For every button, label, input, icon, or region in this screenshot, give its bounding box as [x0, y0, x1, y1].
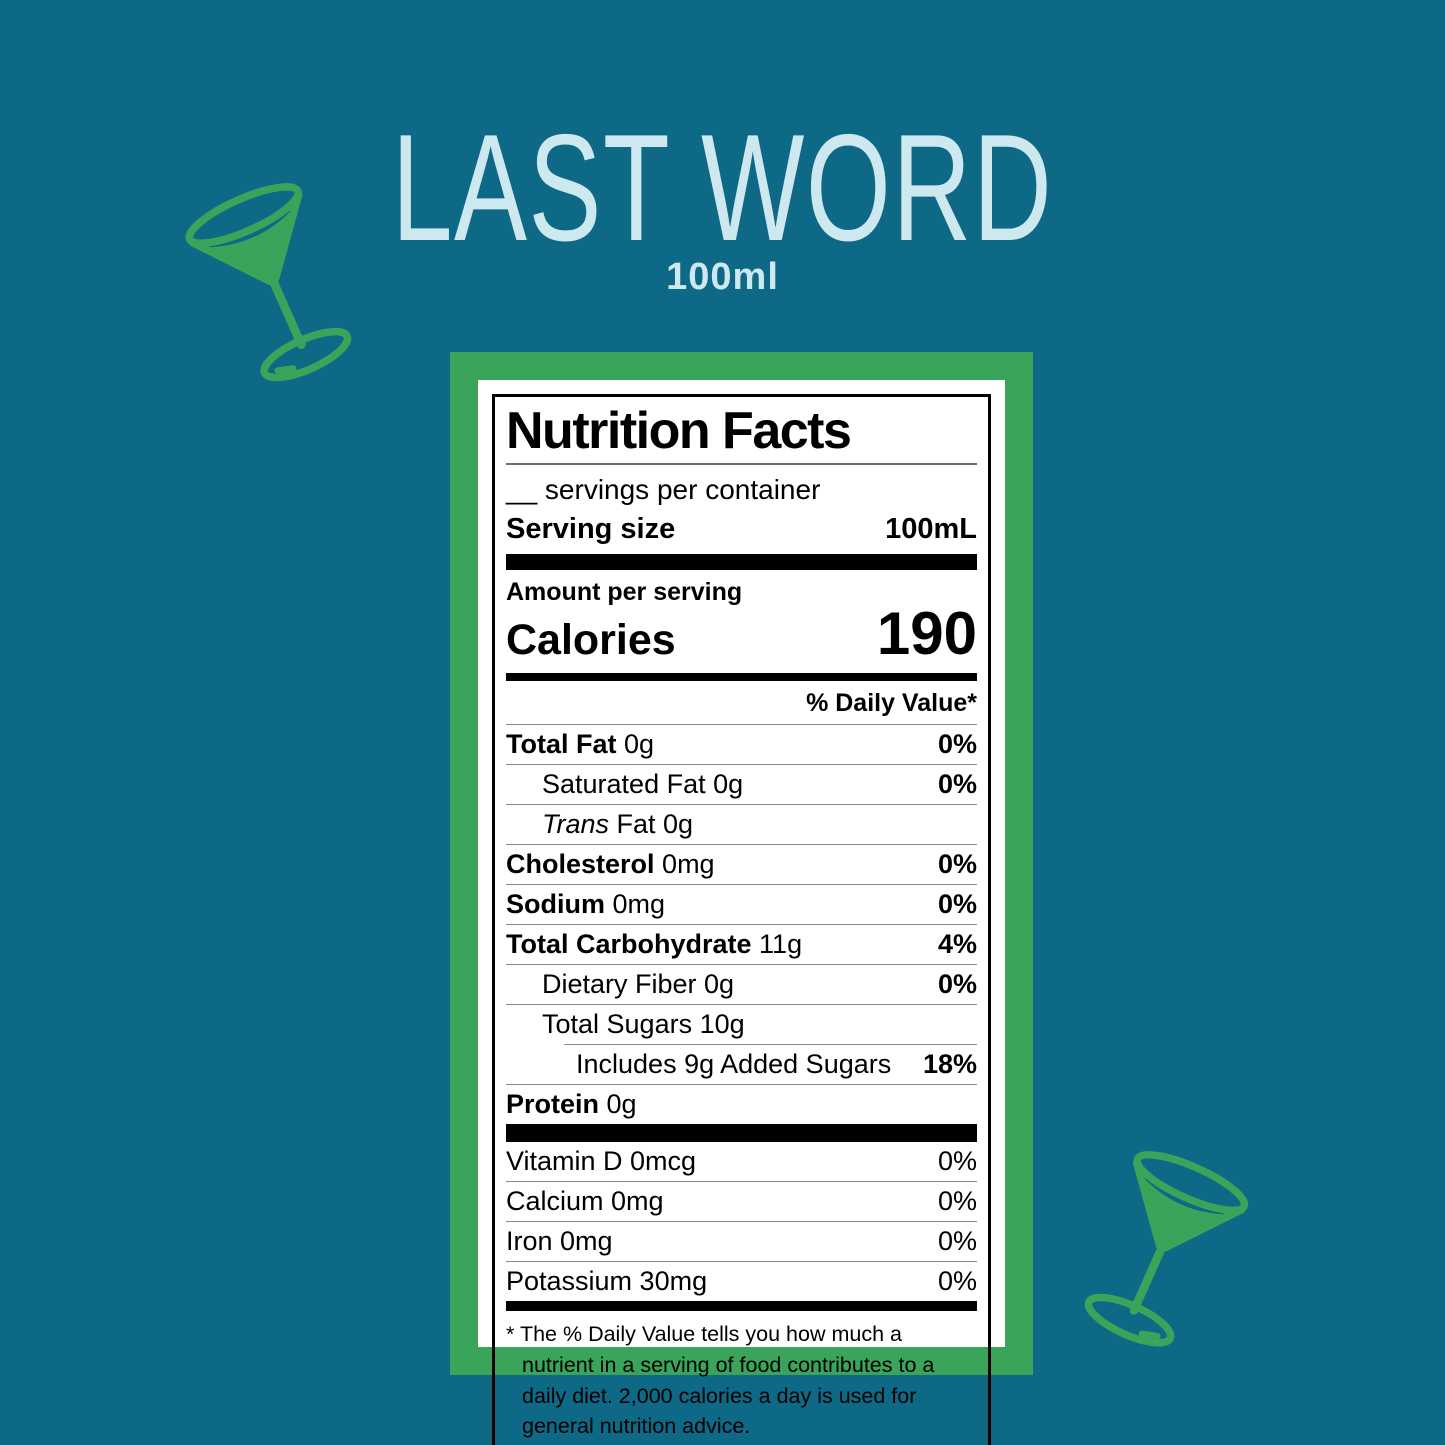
divider [506, 924, 977, 926]
divider [564, 1044, 977, 1046]
martini-glass-icon [1044, 1129, 1269, 1388]
serving-size-value: 100mL [885, 513, 977, 546]
nutrient-row-added-sugars: Includes 9g Added Sugars 18% [576, 1049, 977, 1080]
daily-value: 0% [937, 729, 977, 760]
divider [506, 1261, 977, 1263]
nutrient-row-sodium: Sodium 0mg 0% [506, 889, 977, 920]
micronutrient-row-vitamin-d: Vitamin D 0mcg 0% [506, 1146, 977, 1177]
divider [506, 1084, 977, 1086]
calories-row: Calories 190 [506, 600, 977, 673]
daily-value: 0% [937, 1186, 977, 1217]
micronutrient-row-iron: Iron 0mg 0% [506, 1226, 977, 1257]
thick-divider-bar [506, 1124, 977, 1143]
nutrient-row-protein: Protein 0g [506, 1089, 637, 1120]
nutrient-row-dietary-fiber: Dietary Fiber 0g 0% [542, 969, 977, 1000]
divider [506, 724, 977, 726]
daily-value: 0% [937, 1146, 977, 1177]
page-subtitle: 100ml [666, 256, 779, 298]
divider [506, 844, 977, 846]
nutrient-row-trans-fat: Trans Fat 0g [542, 809, 694, 840]
nutrition-facts-heading: Nutrition Facts [506, 402, 852, 460]
thick-divider-bar [506, 554, 977, 571]
daily-value-footnote: * The % Daily Value tells you how much a… [506, 1322, 935, 1439]
daily-value: 0% [937, 969, 977, 1000]
page-title: LAST WORD [391, 103, 1054, 273]
serving-size-label: Serving size [506, 513, 676, 546]
martini-glass-icon [164, 161, 392, 424]
divider [506, 463, 977, 466]
nutrition-label: Nutrition Facts __ servings per containe… [492, 394, 991, 1445]
daily-value: 0% [937, 1226, 977, 1257]
divider [506, 1181, 977, 1183]
nutrient-row-saturated-fat: Saturated Fat 0g 0% [542, 769, 977, 800]
amount-per-serving-label: Amount per serving [506, 578, 743, 607]
footnote-divider-bar [506, 1301, 977, 1312]
daily-value: 0% [937, 769, 977, 800]
nutrition-label-frame: Nutrition Facts __ servings per containe… [450, 352, 1033, 1445]
divider [506, 884, 977, 886]
divider [506, 964, 977, 966]
nutrient-row-cholesterol: Cholesterol 0mg 0% [506, 849, 977, 880]
divider [506, 764, 977, 766]
calories-label: Calories [506, 616, 676, 665]
divider [506, 804, 977, 806]
daily-value: 4% [937, 929, 977, 960]
daily-value: 0% [937, 849, 977, 880]
calories-value: 190 [876, 600, 977, 668]
medium-divider-bar [506, 673, 977, 682]
daily-value: 0% [937, 889, 977, 920]
nutrient-row-total-carbohydrate: Total Carbohydrate 11g 4% [506, 929, 977, 960]
daily-value: 18% [922, 1049, 977, 1080]
nutrient-row-total-fat: Total Fat 0g 0% [506, 729, 977, 760]
micronutrient-row-calcium: Calcium 0mg 0% [506, 1186, 977, 1217]
divider [506, 1221, 977, 1223]
serving-size-row: Serving size 100mL [506, 511, 977, 554]
daily-value: 0% [937, 1266, 977, 1297]
nutrient-row-total-sugars: Total Sugars 10g [542, 1009, 745, 1040]
servings-per-container: __ servings per container [506, 474, 821, 506]
micronutrient-row-potassium: Potassium 30mg 0% [506, 1266, 977, 1297]
divider [506, 1004, 977, 1006]
daily-value-header: % Daily Value* [806, 689, 977, 718]
